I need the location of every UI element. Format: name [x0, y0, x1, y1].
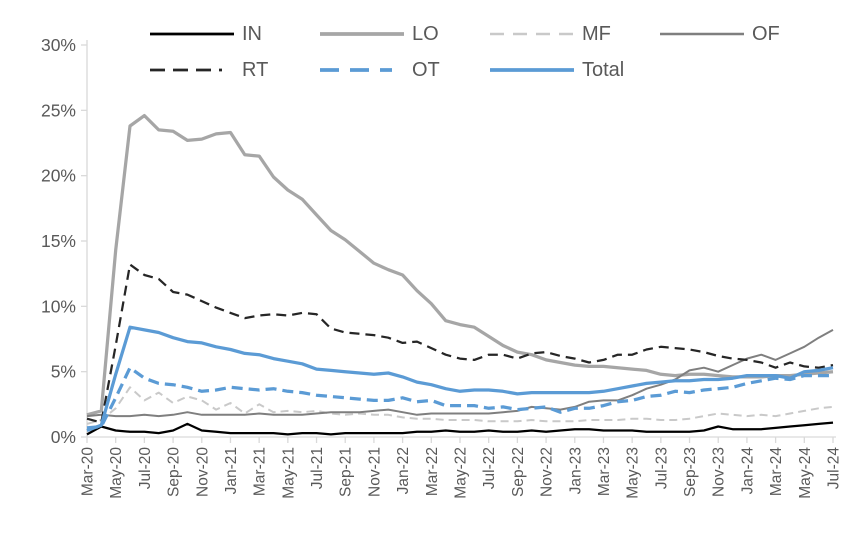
x-tick-label: Mar-23 [596, 447, 613, 496]
legend-item-LO: LO [320, 24, 490, 44]
series-line-OT [86, 366, 833, 430]
legend-line-sample-MF [490, 32, 574, 36]
x-tick-label: Sep-21 [338, 447, 355, 497]
x-tick-label: Jan-24 [739, 447, 756, 495]
y-tick-label: 5% [51, 362, 76, 382]
x-tick-label: Mar-21 [252, 447, 269, 496]
x-tick-label: Jan-21 [223, 447, 240, 494]
series-line-LO [86, 113, 834, 417]
series-line-OF [86, 329, 834, 418]
chart-legend: IN LO MF OF RT OT Total [150, 24, 830, 80]
x-tick-label: Mar-22 [424, 447, 441, 496]
x-tick-label: Jul-24 [826, 447, 843, 490]
legend-line-sample-Total [490, 68, 574, 72]
legend-item-label: OF [752, 23, 780, 45]
legend-item-label: LO [412, 23, 439, 45]
series-lines [86, 113, 834, 436]
x-tick-label: Nov-23 [711, 447, 728, 497]
y-tick-label: 30% [41, 35, 76, 55]
x-tick-label: May-24 [797, 447, 814, 499]
x-tick-label: Nov-21 [366, 447, 383, 497]
x-tick-label: Jan-22 [395, 447, 412, 494]
y-tick-label: 10% [41, 296, 76, 316]
legend-item-label: OT [412, 59, 440, 81]
x-tick-label: May-21 [280, 447, 297, 499]
legend-line-sample-OF [660, 32, 744, 36]
x-tick-label: Mar-20 [80, 447, 97, 496]
y-tick-label: 20% [41, 166, 76, 186]
legend-item-label: Total [582, 59, 625, 81]
series-line-RT [86, 263, 834, 424]
x-tick-label: Jul-22 [481, 447, 498, 489]
x-tick-label: May-23 [625, 447, 642, 499]
legend-item-OT: OT [320, 60, 490, 80]
x-tick-label: Jul-20 [137, 447, 154, 490]
legend-item-label: MF [582, 23, 611, 45]
legend-item-label: IN [242, 23, 262, 45]
series-line-Total [86, 325, 834, 433]
x-tick-label: May-20 [108, 447, 125, 499]
legend-item-MF: MF [490, 24, 660, 44]
y-tick-label: 0% [51, 427, 76, 447]
legend-line-sample-RT [150, 68, 234, 72]
x-tick-label: Nov-22 [539, 447, 556, 497]
x-tick-label: Sep-22 [510, 447, 527, 497]
legend-item-label: RT [242, 59, 269, 81]
x-tick-label: Sep-20 [166, 447, 183, 497]
x-axis-labels: Mar-20 May-20 Jul-20 Sep-20 Nov-20 Jan-21 Mar-… [80, 447, 843, 499]
x-tick-label: Jan-23 [567, 447, 584, 494]
series-line-IN [86, 421, 834, 436]
y-tick-label: 15% [41, 231, 76, 251]
legend-row: RT OT Total [150, 60, 830, 80]
y-tick-label: 25% [41, 100, 76, 120]
legend-line-sample-OT [320, 68, 404, 72]
axes [81, 40, 836, 443]
x-tick-label: Sep-23 [682, 447, 699, 497]
series-line-MF [86, 386, 834, 425]
x-tick-label: May-22 [453, 447, 470, 499]
x-tick-label: Nov-20 [194, 447, 211, 497]
legend-row: IN LO MF OF [150, 24, 830, 44]
legend-line-sample-LO [320, 32, 404, 36]
x-tick-label: Jul-21 [309, 447, 326, 489]
x-tick-label: Jul-23 [653, 447, 670, 489]
legend-item-IN: IN [150, 24, 320, 44]
legend-item-RT: RT [150, 60, 320, 80]
y-axis-labels: 0% 5% 10% 15% 20% 25% 30% [41, 35, 76, 447]
x-tick-label: Mar-24 [768, 447, 785, 496]
legend-item-OF: OF [660, 24, 830, 44]
legend-line-sample-IN [150, 32, 234, 36]
legend-item-Total: Total [490, 60, 660, 80]
